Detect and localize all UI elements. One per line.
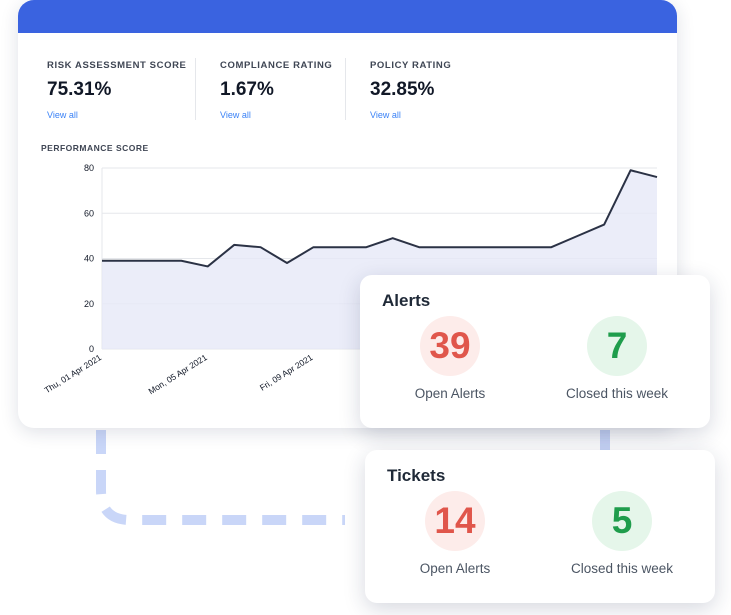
view-all-link[interactable]: View all: [47, 110, 78, 120]
y-tick-label: 20: [84, 299, 94, 309]
closed-alerts-metric: 7 Closed this week: [547, 316, 687, 401]
stat-policy-rating: POLICY RATING 32.85% View all: [370, 60, 451, 120]
stat-divider: [345, 58, 346, 120]
y-tick-label: 60: [84, 208, 94, 218]
performance-score-title: PERFORMANCE SCORE: [41, 143, 149, 153]
series-line: [102, 169, 658, 268]
stat-label: RISK ASSESSMENT SCORE: [47, 60, 187, 71]
x-tick-label: Thu, 01 Apr 2021: [42, 352, 103, 395]
alerts-title: Alerts: [382, 291, 431, 310]
closed-tickets-count: 5: [592, 491, 652, 551]
y-tick-label: 80: [84, 163, 94, 173]
y-tick-label: 0: [89, 344, 94, 354]
closed-alerts-count: 7: [587, 316, 647, 376]
view-all-link[interactable]: View all: [370, 110, 401, 120]
stat-compliance-rating: COMPLIANCE RATING 1.67% View all: [220, 60, 332, 120]
closed-tickets-metric: 5 Closed this week: [552, 491, 692, 576]
open-tickets-label: Open Alerts: [419, 561, 491, 576]
stat-value: 32.85%: [370, 79, 435, 100]
open-alerts-metric: 39 Open Alerts: [380, 316, 520, 401]
closed-alerts-label: Closed this week: [565, 386, 669, 401]
card-header-bar: [18, 0, 677, 33]
stat-value: 75.31%: [47, 79, 112, 100]
open-alerts-label: Open Alerts: [414, 386, 486, 401]
x-tick-label: Fri, 09 Apr 2021: [258, 352, 315, 393]
open-tickets-metric: 14 Open Alerts: [385, 491, 525, 576]
closed-tickets-label: Closed this week: [570, 561, 674, 576]
stat-label: COMPLIANCE RATING: [220, 60, 333, 71]
alerts-card: Alerts 39 Open Alerts 7 Closed this week: [360, 275, 710, 428]
stat-label: POLICY RATING: [370, 60, 452, 71]
open-alerts-count: 39: [420, 316, 480, 376]
view-all-link[interactable]: View all: [220, 110, 251, 120]
x-tick-label: Mon, 05 Apr 2021: [147, 352, 209, 396]
y-tick-label: 40: [84, 254, 94, 264]
tickets-card: Tickets 14 Open Alerts 5 Closed this wee…: [365, 450, 715, 603]
tickets-title: Tickets: [387, 466, 446, 485]
stat-risk-assessment: RISK ASSESSMENT SCORE 75.31% View all: [47, 60, 186, 120]
stat-divider: [195, 58, 196, 120]
stat-value: 1.67%: [220, 79, 274, 100]
open-tickets-count: 14: [425, 491, 485, 551]
